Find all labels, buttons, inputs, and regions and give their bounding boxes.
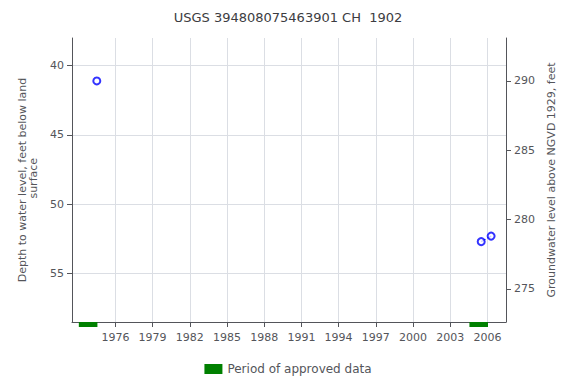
svg-text:2003: 2003 (436, 331, 464, 344)
svg-text:1991: 1991 (287, 331, 315, 344)
svg-text:285: 285 (514, 144, 535, 157)
svg-text:surface: surface (27, 158, 40, 202)
svg-text:280: 280 (514, 213, 535, 226)
svg-text:1988: 1988 (250, 331, 278, 344)
svg-text:1994: 1994 (325, 331, 353, 344)
svg-text:40: 40 (50, 59, 64, 72)
svg-text:1982: 1982 (176, 331, 204, 344)
svg-text:Depth to water level, feet bel: Depth to water level, feet below land (16, 77, 30, 283)
svg-text:1997: 1997 (362, 331, 390, 344)
svg-text:USGS 394808075463901 CH 1902: USGS 394808075463901 CH 1902 (174, 10, 403, 25)
svg-text:290: 290 (514, 74, 535, 87)
svg-text:2000: 2000 (399, 331, 427, 344)
svg-text:55: 55 (50, 267, 64, 280)
svg-text:1976: 1976 (101, 331, 129, 344)
svg-text:Period of approved data: Period of approved data (227, 362, 371, 376)
svg-text:Groundwater level above NGVD 1: Groundwater level above NGVD 1929, feet (545, 62, 558, 298)
svg-text:1979: 1979 (139, 331, 167, 344)
svg-text:2006: 2006 (473, 331, 501, 344)
svg-text:50: 50 (50, 198, 64, 211)
svg-text:1985: 1985 (213, 331, 241, 344)
svg-text:275: 275 (514, 282, 535, 295)
svg-text:45: 45 (50, 128, 64, 141)
